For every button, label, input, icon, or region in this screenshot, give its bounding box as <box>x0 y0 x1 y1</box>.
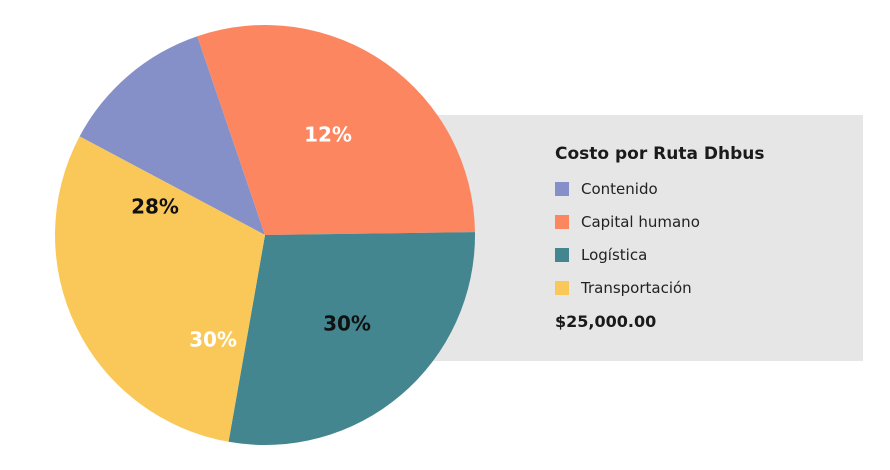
legend-swatch <box>555 214 569 229</box>
pie-slice-log-stica <box>228 232 475 446</box>
legend-swatch <box>555 247 569 262</box>
pie-slice-transportaci-n <box>55 136 265 442</box>
legend-label: Contenido <box>581 179 658 198</box>
legend: Costo por Ruta Dhbus Contenido Capital h… <box>555 144 764 331</box>
legend-label: Capital humano <box>581 212 700 231</box>
legend-item-transportacion: Transportación <box>555 271 764 304</box>
legend-swatch <box>555 181 569 196</box>
legend-item-logistica: Logística <box>555 238 764 271</box>
legend-total: $25,000.00 <box>555 312 657 331</box>
slice-label-log-stica: 12% <box>304 123 352 147</box>
slice-label-contenido: 30% <box>189 328 237 352</box>
slice-label-capital-humano: 28% <box>131 195 179 219</box>
legend-item-contenido: Contenido <box>555 172 764 205</box>
pie-slice-contenido <box>79 36 265 235</box>
legend-title: Costo por Ruta Dhbus <box>555 144 765 164</box>
slice-label-transportaci-n: 30% <box>323 312 371 336</box>
legend-item-capital-humano: Capital humano <box>555 205 764 238</box>
legend-label: Transportación <box>581 278 692 297</box>
legend-panel <box>430 115 863 361</box>
legend-label: Logística <box>581 245 648 264</box>
pie-slice-capital-humano <box>197 24 475 235</box>
legend-swatch <box>555 280 569 295</box>
